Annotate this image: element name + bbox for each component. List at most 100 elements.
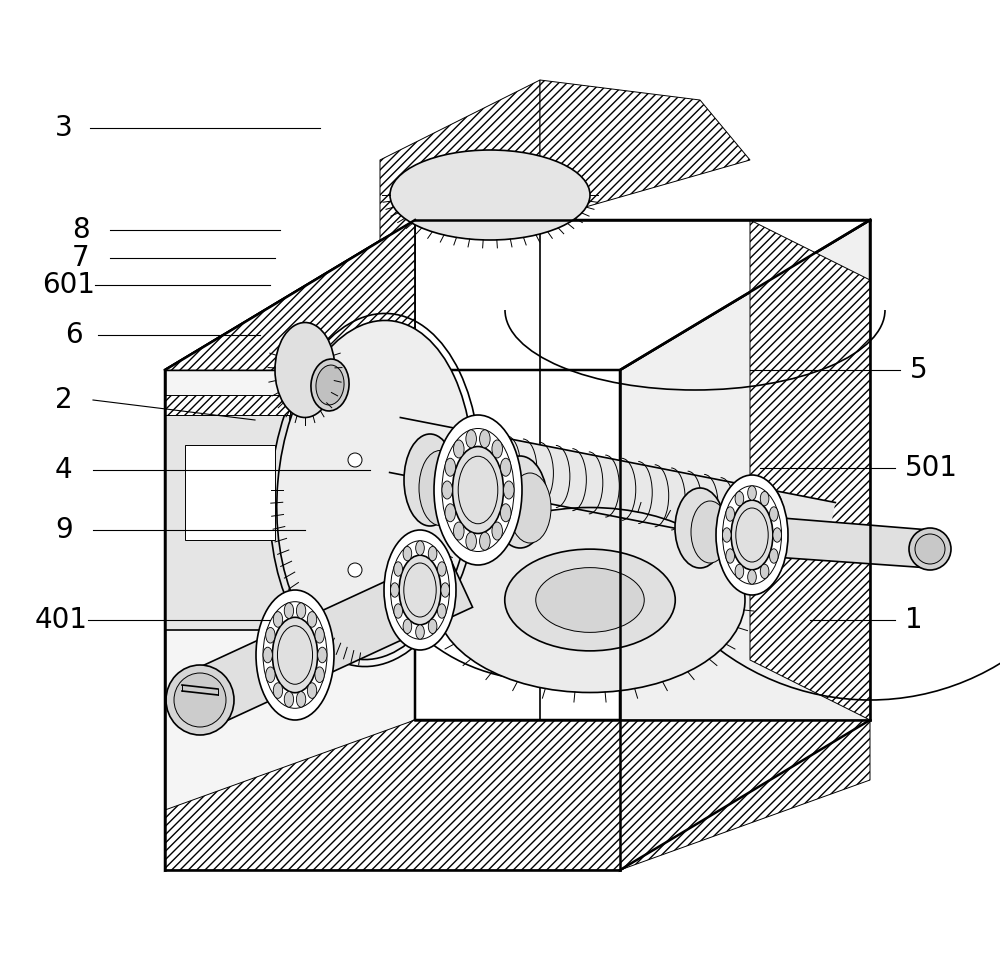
Polygon shape xyxy=(187,553,473,728)
Ellipse shape xyxy=(384,530,456,650)
Ellipse shape xyxy=(272,618,318,693)
Polygon shape xyxy=(165,720,870,870)
Ellipse shape xyxy=(266,667,275,683)
Ellipse shape xyxy=(399,555,441,624)
Ellipse shape xyxy=(445,504,456,522)
Polygon shape xyxy=(540,80,750,220)
Text: 1: 1 xyxy=(905,606,923,634)
Ellipse shape xyxy=(416,541,424,555)
Ellipse shape xyxy=(266,627,275,643)
Ellipse shape xyxy=(403,546,412,561)
Ellipse shape xyxy=(500,458,511,476)
Ellipse shape xyxy=(438,562,446,577)
Text: 8: 8 xyxy=(72,216,90,244)
Ellipse shape xyxy=(394,562,402,577)
Text: 4: 4 xyxy=(55,456,73,484)
Ellipse shape xyxy=(492,440,502,458)
Ellipse shape xyxy=(441,582,450,597)
Ellipse shape xyxy=(760,492,769,506)
Text: 601: 601 xyxy=(42,271,95,299)
Ellipse shape xyxy=(691,501,729,563)
Ellipse shape xyxy=(442,481,452,499)
Text: 9: 9 xyxy=(55,516,73,544)
Ellipse shape xyxy=(428,619,437,633)
Ellipse shape xyxy=(480,532,490,550)
Ellipse shape xyxy=(438,604,446,618)
Ellipse shape xyxy=(760,564,769,579)
Ellipse shape xyxy=(390,582,399,597)
Ellipse shape xyxy=(296,692,306,707)
Text: 3: 3 xyxy=(55,114,73,142)
Ellipse shape xyxy=(273,683,283,698)
Polygon shape xyxy=(745,515,930,568)
Ellipse shape xyxy=(166,665,234,735)
Ellipse shape xyxy=(731,501,773,570)
Polygon shape xyxy=(165,220,415,870)
Ellipse shape xyxy=(416,624,424,639)
Ellipse shape xyxy=(394,604,402,618)
Ellipse shape xyxy=(722,528,731,543)
Polygon shape xyxy=(380,80,540,240)
Ellipse shape xyxy=(316,365,344,405)
Ellipse shape xyxy=(263,647,272,662)
Polygon shape xyxy=(165,395,290,415)
Ellipse shape xyxy=(915,534,945,564)
Ellipse shape xyxy=(452,446,504,534)
Ellipse shape xyxy=(726,548,734,563)
Polygon shape xyxy=(750,220,870,720)
Ellipse shape xyxy=(726,506,734,521)
Ellipse shape xyxy=(770,548,778,563)
Ellipse shape xyxy=(748,570,756,584)
Text: 401: 401 xyxy=(35,606,88,634)
Ellipse shape xyxy=(404,434,456,526)
Ellipse shape xyxy=(315,627,324,643)
Ellipse shape xyxy=(435,507,745,693)
Text: 2: 2 xyxy=(55,386,73,414)
Ellipse shape xyxy=(770,506,778,521)
Ellipse shape xyxy=(909,528,951,570)
Ellipse shape xyxy=(454,522,464,540)
Ellipse shape xyxy=(318,647,327,662)
Ellipse shape xyxy=(434,415,522,565)
Ellipse shape xyxy=(466,532,476,550)
Ellipse shape xyxy=(403,619,412,633)
Ellipse shape xyxy=(256,590,334,720)
Polygon shape xyxy=(620,220,870,870)
Ellipse shape xyxy=(509,473,551,543)
Ellipse shape xyxy=(500,504,511,522)
Ellipse shape xyxy=(277,320,473,659)
Ellipse shape xyxy=(748,486,756,501)
Polygon shape xyxy=(390,418,835,557)
Text: 7: 7 xyxy=(72,244,90,272)
Polygon shape xyxy=(165,220,415,370)
Ellipse shape xyxy=(284,603,294,618)
Ellipse shape xyxy=(390,150,590,240)
Ellipse shape xyxy=(348,563,362,577)
Ellipse shape xyxy=(315,667,324,683)
Ellipse shape xyxy=(307,683,317,698)
Ellipse shape xyxy=(504,481,514,499)
Ellipse shape xyxy=(536,568,644,632)
Ellipse shape xyxy=(480,430,490,448)
Ellipse shape xyxy=(716,475,788,595)
Ellipse shape xyxy=(735,564,744,579)
Ellipse shape xyxy=(273,612,283,627)
Ellipse shape xyxy=(466,430,476,448)
Ellipse shape xyxy=(773,528,782,543)
Ellipse shape xyxy=(428,546,437,561)
Text: 6: 6 xyxy=(65,321,83,349)
Ellipse shape xyxy=(675,488,725,568)
Ellipse shape xyxy=(296,603,306,618)
Polygon shape xyxy=(165,220,870,370)
Polygon shape xyxy=(185,445,275,540)
Ellipse shape xyxy=(439,467,471,523)
Ellipse shape xyxy=(311,359,349,411)
Ellipse shape xyxy=(735,492,744,506)
Ellipse shape xyxy=(307,612,317,627)
Ellipse shape xyxy=(492,456,548,548)
Ellipse shape xyxy=(348,453,362,467)
Ellipse shape xyxy=(492,522,502,540)
Ellipse shape xyxy=(445,458,456,476)
Ellipse shape xyxy=(275,322,335,418)
Ellipse shape xyxy=(174,673,226,727)
